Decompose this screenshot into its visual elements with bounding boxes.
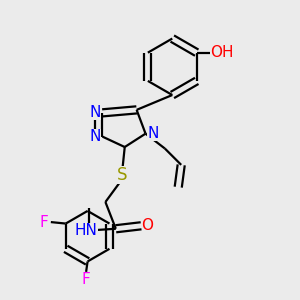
Text: OH: OH — [210, 45, 234, 60]
Text: F: F — [82, 272, 91, 287]
Text: N: N — [89, 129, 101, 144]
Text: N: N — [147, 126, 159, 141]
Text: S: S — [116, 166, 127, 184]
Text: N: N — [89, 105, 101, 120]
Text: F: F — [40, 214, 49, 230]
Text: O: O — [142, 218, 154, 233]
Text: HN: HN — [75, 223, 98, 238]
